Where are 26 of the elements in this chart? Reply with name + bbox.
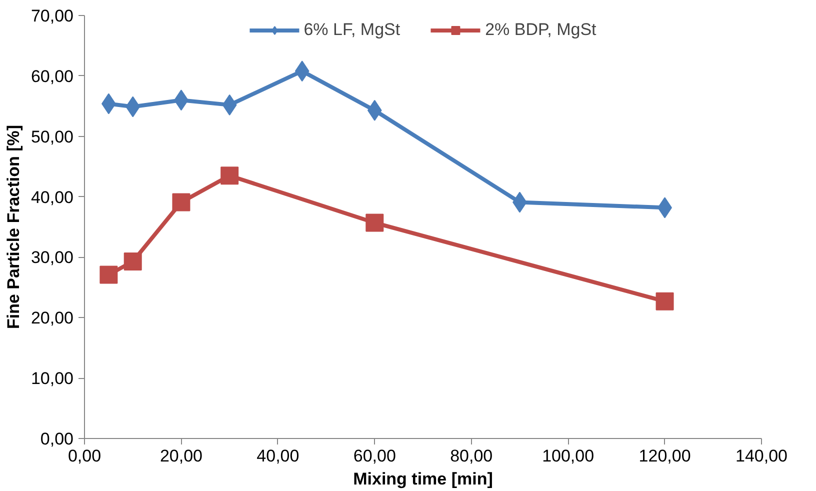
legend-label: 6% LF, MgSt — [304, 20, 400, 40]
x-tick-label: 120,00 — [638, 446, 691, 466]
legend-label: 2% BDP, MgSt — [485, 20, 596, 40]
x-tick-label: 60,00 — [353, 446, 396, 466]
y-tick-label: 70,00 — [30, 6, 74, 26]
y-tick-label: 30,00 — [30, 248, 74, 268]
y-tick-label: 0,00 — [40, 430, 74, 448]
y-axis-title: Fine Particle Fraction [%] — [4, 124, 23, 330]
y-tick-label: 60,00 — [30, 66, 74, 86]
y-tick-label: 50,00 — [30, 127, 74, 146]
point — [124, 252, 142, 270]
point — [366, 214, 384, 232]
y-tick-label: 20,00 — [30, 308, 74, 328]
x-tick-label: 140,00 — [736, 446, 788, 466]
x-tick-label: 20,00 — [160, 446, 202, 466]
y-tick-label: 10,00 — [30, 369, 74, 388]
y-tick-label: 40,00 — [30, 188, 74, 207]
point — [220, 166, 239, 185]
point — [100, 266, 118, 284]
x-tick-label: 100,00 — [542, 446, 594, 466]
x-axis-title: Mixing time [min] — [353, 470, 493, 488]
point — [656, 292, 674, 310]
x-tick-label: 0,00 — [68, 446, 102, 466]
x-tick-label: 40,00 — [256, 446, 300, 466]
x-tick-label: 80,00 — [450, 446, 493, 466]
point — [172, 193, 190, 212]
